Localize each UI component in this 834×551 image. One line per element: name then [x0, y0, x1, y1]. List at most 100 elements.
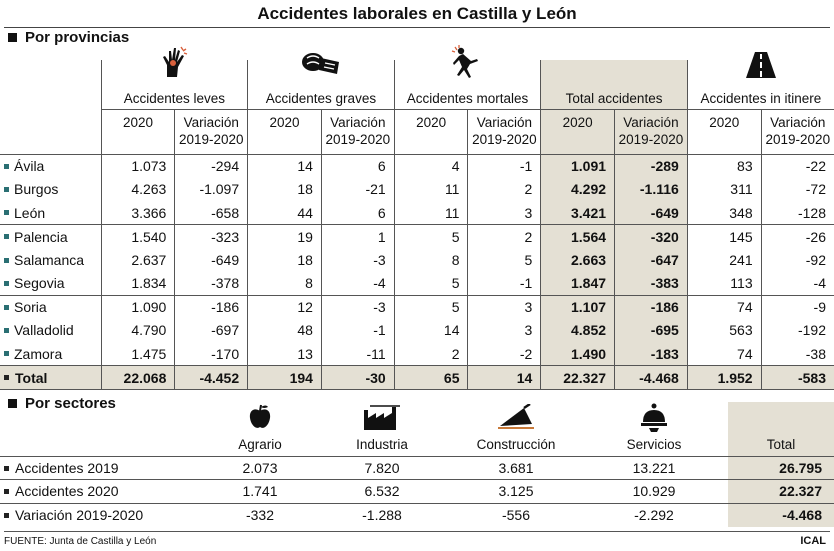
cell-total: 1.564	[540, 224, 615, 248]
cell-leves: 1.540	[100, 224, 175, 248]
cell-graves-var: 6	[320, 154, 395, 178]
cell-leves: 4.790	[100, 318, 175, 342]
table-row: Valladolid 4.790 -697 48 -1 14 3 4.852 -695 563 -1…	[0, 318, 834, 343]
cell-graves: 8	[247, 271, 322, 295]
row-label: Ávila	[0, 154, 101, 178]
leves-icon-cell	[100, 46, 248, 82]
title-divider	[4, 27, 830, 28]
cell-graves: 18	[247, 248, 322, 272]
cell-itinere: 83	[686, 154, 762, 178]
row-name: Total	[15, 369, 48, 386]
cell-mortales: 11	[393, 177, 468, 201]
cell-total-var: -320	[614, 224, 688, 248]
falling-person-icon	[452, 45, 479, 78]
bullet-icon	[4, 375, 9, 381]
cell-mortales: 65	[393, 365, 468, 390]
cell-industria: 7.820	[312, 455, 452, 480]
sectors-table-body: Accidentes 2019 2.073 7.820 3.681 13.221 26.7…	[0, 455, 834, 527]
bullet-icon	[4, 351, 9, 357]
subheader-variation: Variación 2019-2020	[760, 108, 834, 155]
cell-itinere: 1.952	[686, 365, 762, 390]
row-name: Ávila	[14, 158, 45, 174]
subheader-variation: Variación 2019-2020	[467, 108, 541, 155]
sector-total-icon-cell	[728, 402, 834, 432]
bullet-icon	[4, 257, 9, 263]
cell-total: 22.327	[540, 365, 615, 390]
subheader-variation: Variación 2019-2020	[614, 108, 688, 155]
agrario-icon-cell	[208, 402, 312, 432]
cell-leves: 1.073	[100, 154, 175, 178]
cell-total-var: -1.116	[614, 177, 688, 201]
cell-mortales-var: 3	[467, 294, 541, 319]
row-label: León	[0, 201, 101, 225]
cell-itinere-var: -92	[760, 248, 834, 272]
graves-icon-cell	[247, 53, 395, 82]
section-heading-provinces-label: Por provincias	[25, 29, 130, 46]
cell-leves-var: -697	[174, 318, 248, 342]
group-header-itinere: Accidentes in itinere	[686, 82, 834, 109]
cell-leves: 4.263	[100, 177, 175, 201]
cell-mortales-var: 14	[467, 365, 541, 390]
bullet-icon	[4, 304, 9, 310]
group-header-leves: Accidentes leves	[100, 82, 248, 109]
provinces-table-body: Ávila 1.073 -294 14 6 4 -1 1.091 -289 83 -22 Burgos…	[0, 154, 834, 390]
sector-header-servicios: Servicios	[626, 436, 682, 452]
cell-itinere-var: -583	[760, 365, 834, 390]
cell-graves-var: 6	[320, 201, 395, 225]
footer-divider	[4, 531, 830, 532]
trowel-icon	[498, 404, 534, 429]
sector-header-industria: Industria	[356, 436, 408, 452]
cell-itinere: 74	[686, 294, 762, 319]
cell-industria: 6.532	[312, 479, 452, 503]
cell-mortales: 5	[393, 224, 468, 248]
row-name: Accidentes 2020	[15, 483, 119, 500]
bandaged-body-icon	[301, 53, 339, 74]
cell-itinere-var: -4	[760, 271, 834, 295]
bullet-icon	[4, 512, 9, 518]
cell-itinere: 145	[686, 224, 762, 248]
cell-graves-var: 1	[320, 224, 395, 248]
cell-itinere: 241	[686, 248, 762, 272]
row-label: Accidentes 2020	[0, 479, 208, 503]
table-row: Variación 2019-2020 -332 -1.288 -556 -2.292-…	[0, 502, 834, 527]
subheader-year: 2020	[686, 108, 762, 155]
cell-graves: 12	[247, 294, 322, 319]
cell-itinere: 113	[686, 271, 762, 295]
row-label: Segovia	[0, 272, 101, 296]
row-label: Burgos	[0, 178, 101, 202]
brand-label: ICAL	[800, 535, 826, 547]
cell-industria: -1.288	[312, 502, 452, 527]
row-label: Total	[0, 365, 102, 390]
cell-total-var: -4.468	[614, 365, 688, 390]
table-row: Accidentes 2020 1.741 6.532 3.125 10.929 22.3…	[0, 479, 834, 503]
bullet-icon	[4, 234, 9, 240]
cell-itinere-var: -192	[760, 318, 834, 342]
group-header-total: Total accidentes	[540, 82, 688, 109]
construccion-icon-cell	[452, 402, 580, 432]
cell-graves-var: -3	[320, 294, 395, 319]
cell-agrario: -332	[208, 502, 312, 527]
cell-total: 4.852	[540, 318, 615, 342]
row-label: Zamora	[0, 342, 101, 366]
cell-mortales-var: -1	[467, 271, 541, 295]
cell-total: 1.847	[540, 271, 615, 295]
cell-construccion: 3.125	[452, 479, 580, 503]
cell-mortales-var: 2	[467, 177, 541, 201]
row-label: Valladolid	[0, 319, 101, 343]
cell-mortales-var: 5	[467, 248, 541, 272]
cell-leves-var: -294	[174, 154, 248, 178]
table-row: Burgos 4.263 -1.097 18 -21 11 2 4.292 -1.116 311-…	[0, 177, 834, 202]
row-name: Accidentes 2019	[15, 459, 119, 476]
cell-total: 1.107	[540, 294, 615, 319]
source-note: FUENTE: Junta de Castilla y León	[4, 536, 157, 547]
cell-itinere-var: -38	[760, 342, 834, 366]
sectors-table: Agrario Industria Construcción Servicios…	[0, 402, 834, 527]
industria-icon-cell	[312, 402, 452, 432]
cell-leves-var: -658	[174, 201, 248, 225]
cell-leves: 3.366	[100, 201, 175, 225]
bullet-icon	[4, 210, 9, 216]
cell-total-var: -647	[614, 248, 688, 272]
row-name: Zamora	[14, 345, 63, 362]
service-bell-icon	[641, 403, 667, 432]
group-header-graves: Accidentes graves	[247, 82, 395, 109]
